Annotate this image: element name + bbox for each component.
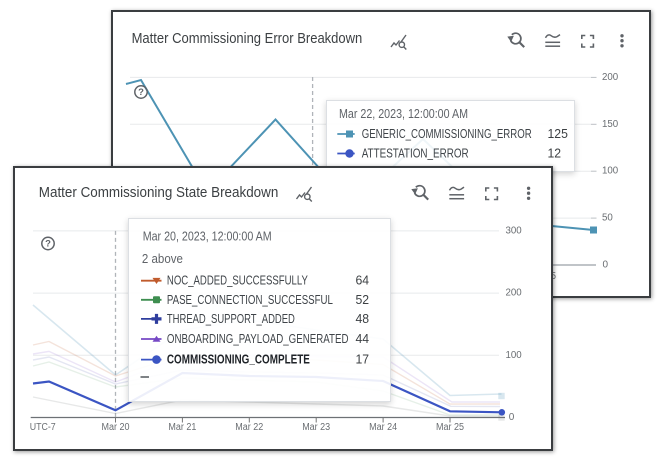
svg-text:52: 52 [355,293,369,307]
svg-text:2 above: 2 above [141,252,182,266]
svg-text:64: 64 [355,274,369,288]
svg-text:Mar 23: Mar 23 [302,422,330,433]
svg-text:0: 0 [603,260,609,271]
svg-text:200: 200 [506,288,523,299]
svg-text:Mar 22: Mar 22 [235,422,263,433]
svg-text:200: 200 [602,72,619,83]
svg-text:?: ? [45,239,51,250]
svg-text:17: 17 [355,353,369,367]
svg-text:Mar 20: Mar 20 [102,422,130,433]
svg-text:Mar 20, 2023, 12:00:00 AM: Mar 20, 2023, 12:00:00 AM [142,230,271,244]
svg-text:Matter Commissioning State Bre: Matter Commissioning State Breakdown [39,184,278,201]
svg-text:GENERIC_COMMISSIONING_ERROR: GENERIC_COMMISSIONING_ERROR [362,127,532,141]
svg-text:Mar 21: Mar 21 [168,422,196,433]
svg-text:Mar 22, 2023, 12:00:00 AM: Mar 22, 2023, 12:00:00 AM [339,107,468,121]
svg-text:Matter Commissioning Error Bre: Matter Commissioning Error Breakdown [132,30,363,47]
svg-text:?: ? [138,87,144,98]
svg-text:ONBOARDING_PAYLOAD_GENERATED: ONBOARDING_PAYLOAD_GENERATED [166,332,348,346]
svg-text:PASE_CONNECTION_SUCCESSFUL: PASE_CONNECTION_SUCCESSFUL [166,293,332,307]
svg-text:150: 150 [602,119,619,130]
svg-text:THREAD_SUPPORT_ADDED: THREAD_SUPPORT_ADDED [166,312,294,326]
svg-text:125: 125 [548,127,568,141]
svg-text:12: 12 [548,147,562,161]
svg-text:Mar 24: Mar 24 [369,422,397,433]
svg-text:NOC_ADDED_SUCCESSFULLY: NOC_ADDED_SUCCESSFULLY [166,274,307,288]
svg-text:300: 300 [506,225,523,236]
svg-text:50: 50 [602,213,613,224]
svg-text:100: 100 [506,350,523,361]
svg-text:Mar 25: Mar 25 [436,422,464,433]
svg-text:100: 100 [602,166,619,177]
svg-text:UTC-7: UTC-7 [30,422,56,433]
svg-text:COMMISSIONING_COMPLETE: COMMISSIONING_COMPLETE [166,353,309,367]
svg-text:0: 0 [509,412,515,423]
svg-text:48: 48 [355,312,369,326]
svg-text:ATTESTATION_ERROR: ATTESTATION_ERROR [362,147,469,161]
svg-text:44: 44 [355,332,369,346]
